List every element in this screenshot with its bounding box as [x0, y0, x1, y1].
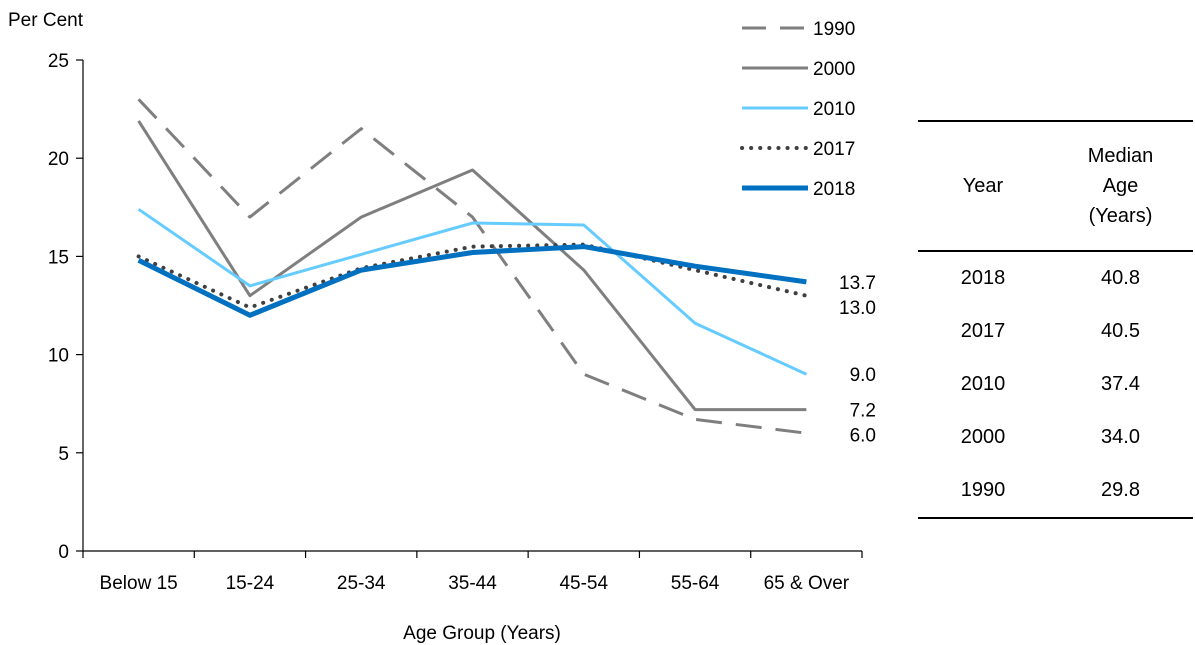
- header-year: Year: [918, 120, 1048, 252]
- cell-year: 1990: [918, 464, 1048, 519]
- legend-label-2018: 2018: [813, 179, 855, 200]
- y-tick-label: 0: [58, 542, 69, 563]
- cell-year: 2000: [960, 426, 1006, 448]
- legend: 1990 2000 2010 2017 2018: [740, 19, 855, 200]
- y-axis-title: Per Cent: [8, 10, 84, 31]
- cell-median: 34.0: [1101, 426, 1140, 448]
- table-header-row: Year Median Age (Years): [918, 120, 1193, 252]
- axes: 0 5 10 15 20 25 Below 15 15-24 25-34 35-44 45-54 55…: [48, 51, 863, 594]
- series-line-1990: [137, 98, 807, 435]
- series-line-2010: [137, 208, 808, 376]
- x-tick-label: 35-44: [448, 573, 497, 594]
- y-tick-label: 15: [48, 247, 69, 268]
- legend-label-2010: 2010: [813, 99, 855, 120]
- y-tick-label: 20: [48, 149, 69, 170]
- cell-year: 2017: [960, 320, 1006, 342]
- x-tick-label: 25-34: [337, 573, 386, 594]
- end-label-2017: 13.0: [839, 298, 876, 319]
- x-tick-label: 15-24: [226, 573, 275, 594]
- cell-median: 40.8: [1101, 267, 1140, 289]
- cell-median: 40.5: [1101, 320, 1140, 342]
- cell-year: 2018: [960, 267, 1006, 289]
- header-median-line-3: (Years): [1088, 205, 1153, 227]
- series-line-2018: [137, 244, 807, 318]
- x-tick-label: 45-54: [559, 573, 608, 594]
- series-line-2000: [137, 120, 807, 412]
- legend-label-2017: 2017: [813, 139, 855, 160]
- x-tick-label: 65 & Over: [764, 573, 850, 594]
- cell-median: 29.8: [1048, 464, 1193, 519]
- header-median-line-1: Median: [1087, 145, 1154, 167]
- legend-label-1990: 1990: [813, 19, 855, 40]
- y-tick-label: 10: [48, 346, 69, 367]
- end-label-2000: 7.2: [850, 401, 876, 422]
- x-tick-label: 55-64: [671, 573, 720, 594]
- end-label-2010: 9.0: [850, 365, 876, 386]
- x-axis-title: Age Group (Years): [403, 623, 561, 644]
- end-label-2018: 13.7: [839, 273, 876, 294]
- x-tick-label: Below 15: [100, 573, 178, 594]
- y-tick-label: 25: [48, 51, 69, 72]
- series-lines: [136, 98, 809, 435]
- line-chart: Per Cent Age Group (Years) 0 5 10 15 20 25 Bel…: [8, 10, 876, 644]
- end-labels: 13.7 13.0 9.0 7.2 6.0: [839, 273, 876, 447]
- table-row: 1990 29.8: [918, 464, 1193, 519]
- cell-median: 37.4: [1101, 373, 1140, 395]
- table-row: 2017 40.5: [918, 305, 1193, 358]
- cell-year: 2010: [960, 373, 1006, 395]
- end-label-1990: 6.0: [850, 426, 876, 447]
- table-row: 2018 40.8: [918, 251, 1193, 305]
- legend-label-2000: 2000: [813, 59, 855, 80]
- table-row: 2000 34.0: [918, 411, 1193, 464]
- series-line-2017: [136, 242, 809, 310]
- median-age-table: Year Median Age (Years) 2018 40.8 2017 4…: [918, 120, 1193, 519]
- table-row: 2010 37.4: [918, 358, 1193, 411]
- y-tick-label: 5: [58, 444, 69, 465]
- header-median-age: Median Age (Years): [1048, 120, 1193, 252]
- header-median-line-2: Age: [1102, 175, 1139, 197]
